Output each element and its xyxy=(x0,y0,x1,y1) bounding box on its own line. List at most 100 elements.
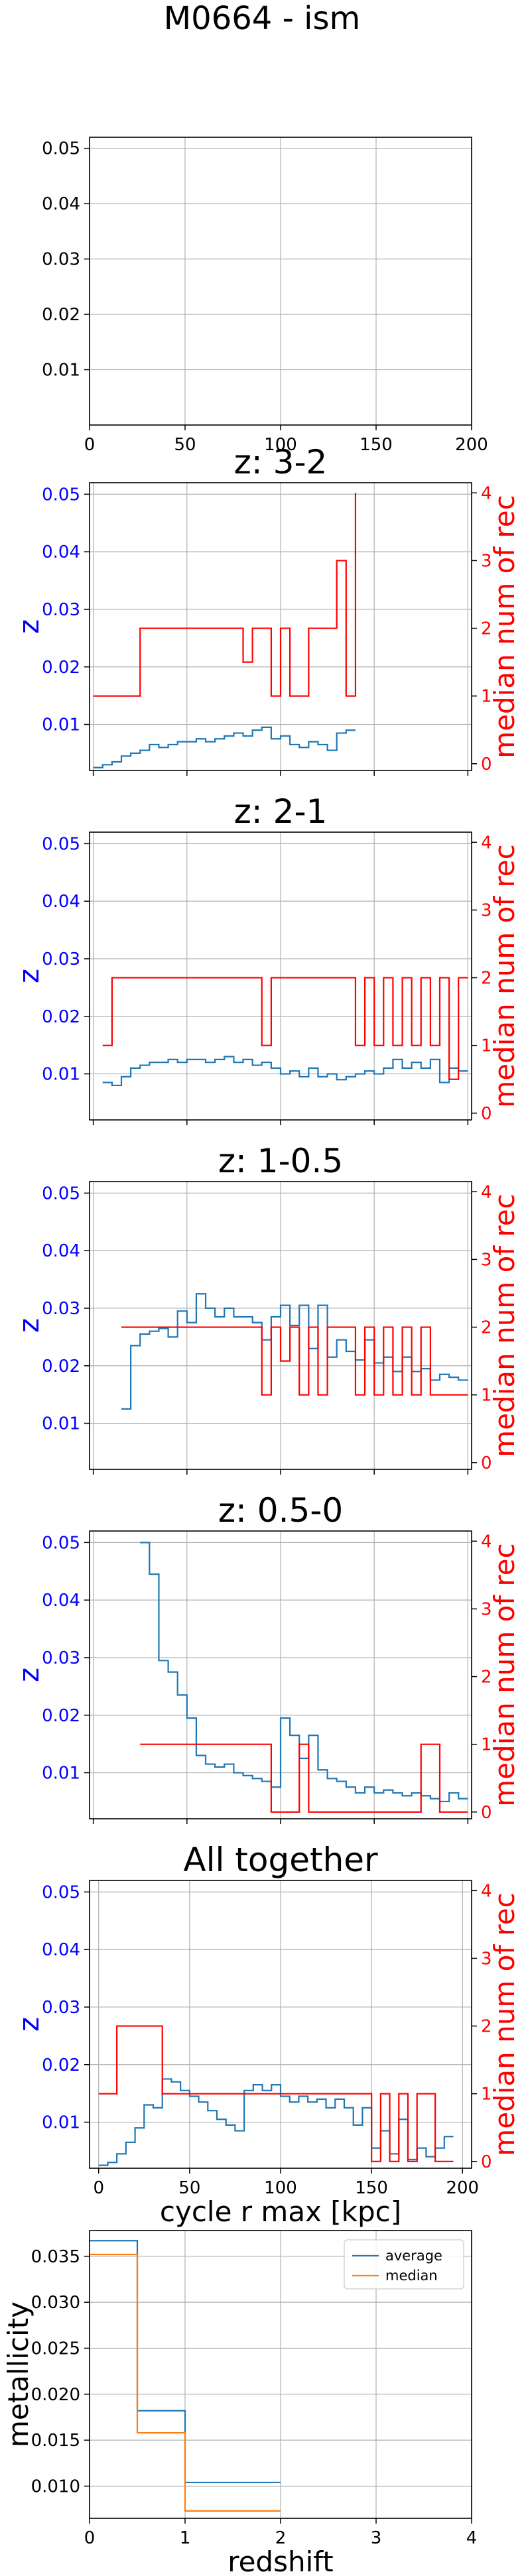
panel-7: 0.010 0.015 0.020 0.025 0.030 0.035 0 1 2 3 4 metal… xyxy=(2,2230,477,2576)
y-tick-label: 0.05 xyxy=(42,1184,80,1203)
average-series xyxy=(121,1293,468,1410)
y-axis-label: z xyxy=(13,1668,45,1682)
plot-area xyxy=(90,2240,281,2512)
y2-tick-label: 4 xyxy=(481,833,492,853)
plot-area xyxy=(98,2025,454,2166)
panel-title: All together xyxy=(183,1841,378,1879)
y-tick-label: 0.01 xyxy=(42,361,80,381)
panel-6: All together 0.01 0.02 0.03 0.04 0.05 0 1 2 3 4 0 50… xyxy=(13,1841,521,2228)
y2-tick-label: 0 xyxy=(481,1803,492,1823)
y2-tick-label: 3 xyxy=(481,1250,492,1270)
x-tick-label: 0 xyxy=(84,435,96,455)
y2-axis-label: median num of rec xyxy=(488,1194,521,1457)
y2-axis-label: median num of rec xyxy=(488,1892,521,2156)
x-tick-label: 2 xyxy=(275,2528,287,2548)
plot-area xyxy=(102,977,468,1087)
y2-tick-label: 3 xyxy=(481,1949,492,1969)
y-tick-label: 0.01 xyxy=(42,1414,80,1434)
y-tick-label: 0.02 xyxy=(42,2055,80,2075)
y2-tick-label: 4 xyxy=(481,1532,492,1552)
y-tick-label: 0.03 xyxy=(42,1299,80,1319)
median-num-series xyxy=(121,1326,468,1396)
y-tick-label: 0.05 xyxy=(42,1882,80,1902)
x-tick-label: 50 xyxy=(178,2178,200,2198)
y-tick-label: 0.05 xyxy=(42,834,80,854)
y2-tick-label: 1 xyxy=(481,687,492,707)
y2-tick-label: 3 xyxy=(481,1599,492,1619)
y-tick-label: 0.025 xyxy=(31,2339,80,2359)
y-tick-label: 0.035 xyxy=(31,2247,80,2267)
x-tick-label: 50 xyxy=(174,435,196,455)
y2-tick-label: 1 xyxy=(481,1036,492,1056)
y-tick-label: 0.04 xyxy=(42,542,80,562)
plot-frame xyxy=(89,2230,472,2519)
plot-frame xyxy=(89,1880,472,2169)
x-tick-label: 200 xyxy=(455,435,488,455)
plot-area xyxy=(93,493,357,768)
y-tick-label: 0.03 xyxy=(42,600,80,620)
average-series xyxy=(98,2078,454,2166)
y2-tick-label: 1 xyxy=(481,1735,492,1755)
y2-tick-label: 4 xyxy=(481,483,492,503)
panel-title: z: 2-1 xyxy=(234,792,328,831)
plot-frame xyxy=(89,831,472,1121)
y-tick-label: 0.02 xyxy=(42,305,80,325)
panel-2: z: 3-2 0.01 0.02 0.03 0.04 0.05 0 1 2 3 4 z median n… xyxy=(13,443,521,776)
y2-tick-label: 0 xyxy=(481,1453,492,1473)
y2-tick-label: 1 xyxy=(481,1386,492,1406)
y-axis-label: z xyxy=(13,969,45,983)
y2-tick-label: 1 xyxy=(481,2085,492,2105)
y-tick-label: 0.05 xyxy=(42,1533,80,1553)
y-tick-label: 0.02 xyxy=(42,1706,80,1726)
plot-area xyxy=(140,1542,468,1813)
panel-title: z: 1-0.5 xyxy=(218,1142,343,1180)
plot-frame xyxy=(89,137,472,426)
legend: average median xyxy=(344,2239,464,2290)
y-axis-label: metallicity xyxy=(2,2301,34,2447)
legend-box xyxy=(344,2239,464,2290)
median-num-series xyxy=(140,1743,468,1813)
y2-axis-label: median num of rec xyxy=(488,495,521,758)
plot-area xyxy=(121,1293,468,1410)
panel-4: z: 1-0.5 0.01 0.02 0.03 0.04 0.05 0 1 2 3 4 z median… xyxy=(13,1142,521,1475)
x-tick-label: 1 xyxy=(180,2528,191,2548)
y-tick-label: 0.030 xyxy=(31,2293,80,2313)
median-num-series xyxy=(98,2025,454,2162)
y2-tick-label: 2 xyxy=(481,1668,492,1687)
y-tick-label: 0.03 xyxy=(42,950,80,969)
x-tick-label: 150 xyxy=(360,435,393,455)
y-tick-label: 0.01 xyxy=(42,1764,80,1784)
y-tick-label: 0.01 xyxy=(42,1065,80,1085)
y2-tick-label: 3 xyxy=(481,551,492,571)
y-tick-label: 0.02 xyxy=(42,1357,80,1377)
y-tick-label: 0.04 xyxy=(42,892,80,912)
x-tick-label: 3 xyxy=(371,2528,382,2548)
y-axis-label: z xyxy=(13,619,45,634)
y2-tick-label: 2 xyxy=(481,1318,492,1338)
median-num-series xyxy=(93,493,357,697)
y-axis-label: z xyxy=(13,1318,45,1333)
panel-5: z: 0.5-0 0.01 0.02 0.03 0.04 0.05 0 1 2 3 4 z median… xyxy=(13,1491,521,1824)
y-tick-label: 0.04 xyxy=(42,1940,80,1960)
x-tick-label: 150 xyxy=(355,2178,388,2198)
x-axis-label: cycle r max [kpc] xyxy=(160,2195,401,2228)
y-tick-label: 0.010 xyxy=(31,2477,80,2496)
average-series xyxy=(93,726,356,768)
x-tick-label: 0 xyxy=(84,2528,96,2548)
y-tick-label: 0.02 xyxy=(42,658,80,678)
y2-axis-label: median num of rec xyxy=(488,1543,521,1806)
x-axis-label: redshift xyxy=(228,2545,334,2576)
y-tick-label: 0.05 xyxy=(42,485,80,505)
y-tick-label: 0.02 xyxy=(42,1007,80,1027)
x-tick-label: 200 xyxy=(446,2178,479,2198)
plot-frame xyxy=(89,482,472,771)
median-num-series xyxy=(102,977,468,1080)
legend-entry: average xyxy=(385,2248,442,2264)
median-series xyxy=(90,2253,281,2512)
y2-tick-label: 3 xyxy=(481,900,492,920)
y-tick-label: 0.020 xyxy=(31,2385,80,2405)
panel-title: z: 3-2 xyxy=(234,443,328,481)
y-tick-label: 0.03 xyxy=(42,250,80,270)
